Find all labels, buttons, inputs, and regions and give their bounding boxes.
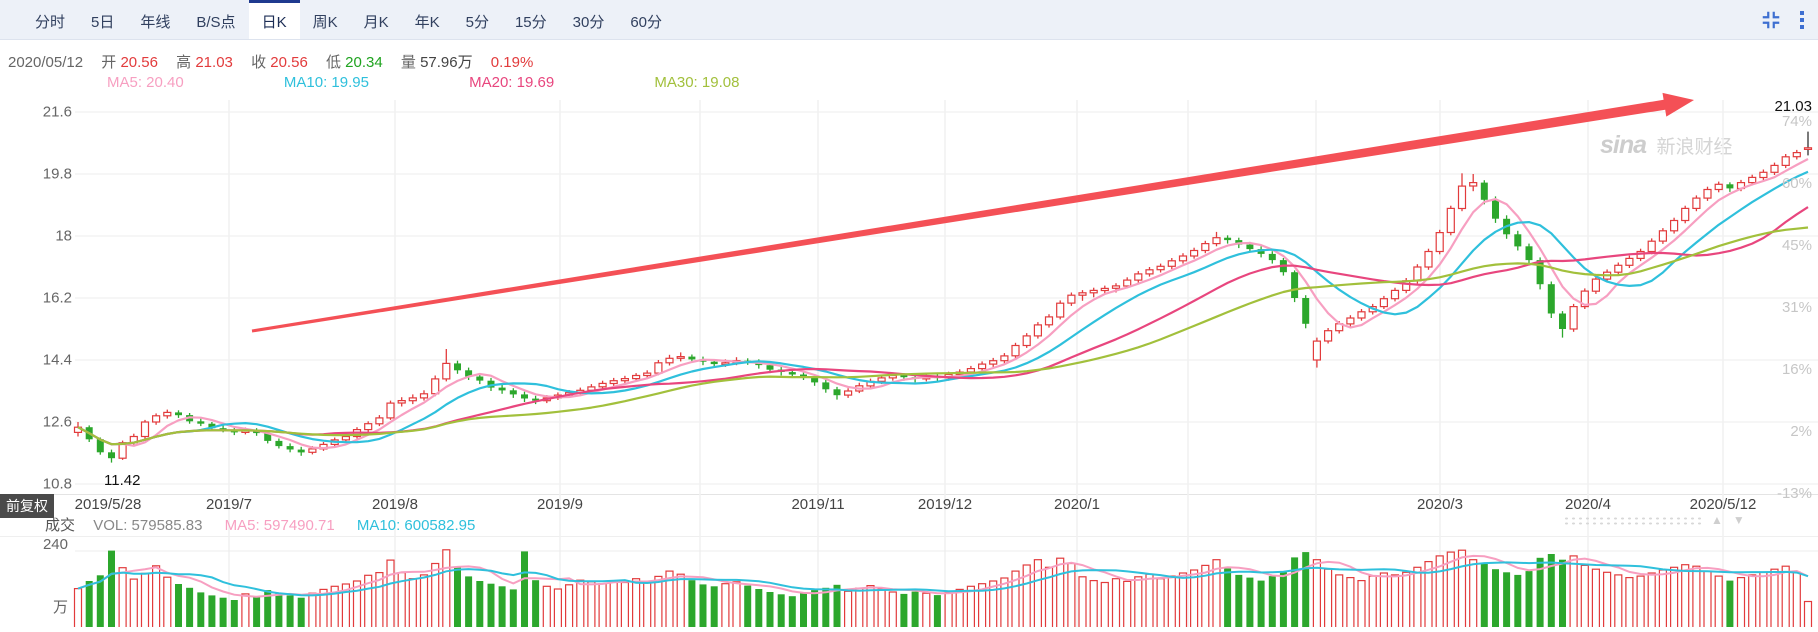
- tab-15分[interactable]: 15分: [514, 13, 547, 31]
- percent-axis-tick: -13%: [1776, 485, 1812, 502]
- drag-dots[interactable]: [1563, 515, 1701, 525]
- low-value: 20.34: [345, 54, 383, 71]
- period-tabs: 分时 5日 年线 B/S点 日K 周K 月K 年K 5分 15分 30分 60分: [22, 0, 675, 39]
- ma10-legend: MA10: 19.95: [283, 74, 369, 91]
- adjust-mode-badge[interactable]: 前复权: [0, 494, 54, 518]
- close-label: 收: [251, 54, 267, 71]
- pane-up-icon[interactable]: ▲: [1711, 513, 1723, 527]
- volume-value: 57.96万: [420, 54, 473, 71]
- price-axis-tick: 19.8: [42, 165, 72, 183]
- price-axis-tick: 16.2: [42, 289, 72, 307]
- price-axis-tick: 18: [55, 227, 72, 245]
- ma30-legend: MA30: 19.08: [654, 74, 740, 91]
- collapse-icon[interactable]: [1760, 9, 1782, 31]
- percent-axis-tick: 31%: [1781, 299, 1812, 316]
- volume-ma10-text: MA10: 600582.95: [356, 517, 476, 534]
- volume-pane-topline: [0, 536, 1818, 537]
- volume-label: 量: [400, 54, 416, 71]
- sina-logo: sina: [1600, 131, 1647, 159]
- date-axis-tick: 2020/5/12: [1689, 496, 1757, 513]
- pane-down-icon[interactable]: ▼: [1732, 513, 1745, 527]
- high-value: 21.03: [195, 54, 233, 71]
- tab-周K[interactable]: 周K: [312, 13, 338, 31]
- ma20-legend: MA20: 19.69: [469, 74, 555, 91]
- pane-resize-handle[interactable]: ▲ ▼: [1563, 513, 1745, 527]
- price-axis-tick: 12.6: [42, 413, 72, 431]
- volume-axis-unit: 万: [52, 599, 68, 616]
- ma5-legend: MA5: 20.40: [107, 74, 184, 91]
- tab-分时[interactable]: 分时: [35, 13, 66, 31]
- quote-info-row: 2020/05/12 开 20.56 高 21.03 收 20.56 低 20.…: [8, 51, 547, 72]
- volume-axis-tick: 240: [42, 536, 68, 553]
- price-axis-tick: 21.6: [42, 103, 72, 121]
- ma-legend-row: MA5: 20.40 MA10: 19.95 MA20: 19.69 MA30:…: [107, 74, 835, 91]
- pane-separator: [0, 494, 1818, 495]
- low-label: 低: [325, 54, 341, 71]
- percent-axis-tick: 16%: [1781, 361, 1812, 378]
- date-axis-tick: 2020/3: [1417, 496, 1463, 513]
- more-options-icon[interactable]: [1800, 11, 1804, 29]
- tab-60分[interactable]: 60分: [630, 13, 663, 31]
- price-axis-tick: 14.4: [42, 351, 72, 369]
- trend-arrow: [251, 92, 1694, 333]
- volume-title: 成交: [45, 517, 76, 534]
- open-label: 开: [101, 54, 117, 71]
- volume-header: 成交 VOL: 579585.83 MA5: 597490.71 MA10: 6…: [45, 514, 475, 535]
- date-axis-tick: 2019/12: [917, 496, 973, 513]
- date-axis-tick: 2019/11: [791, 496, 845, 513]
- percent-axis-tick: 74%: [1781, 113, 1812, 130]
- date-axis-tick: 2019/8: [372, 496, 418, 513]
- percent-axis-tick: 45%: [1781, 237, 1812, 254]
- percent-axis-tick: 2%: [1790, 423, 1812, 440]
- tab-B/S点[interactable]: B/S点: [196, 13, 236, 31]
- date-axis-tick: 2019/5/28: [74, 496, 142, 513]
- tab-30分[interactable]: 30分: [572, 13, 605, 31]
- tab-5日[interactable]: 5日: [91, 13, 115, 31]
- tab-年线[interactable]: 年线: [140, 13, 171, 31]
- volume-ma5-text: MA5: 597490.71: [224, 517, 335, 534]
- price-axis-tick: 10.8: [42, 475, 72, 493]
- date-axis-tick: 2020/1: [1054, 496, 1100, 513]
- tab-月K[interactable]: 月K: [363, 13, 389, 31]
- tab-年K[interactable]: 年K: [414, 13, 440, 31]
- date-axis-tick: 2020/4: [1565, 496, 1611, 513]
- period-tabbar: 分时 5日 年线 B/S点 日K 周K 月K 年K 5分 15分 30分 60分: [0, 0, 1818, 40]
- quote-date: 2020/05/12: [8, 54, 84, 71]
- date-axis-tick: 2019/7: [206, 496, 252, 513]
- open-value: 20.56: [120, 54, 158, 71]
- percent-axis-tick: 60%: [1781, 175, 1812, 192]
- tab-5分[interactable]: 5分: [465, 13, 489, 31]
- period-low-label: 11.42: [104, 472, 141, 489]
- volume-vol-text: VOL: 579585.83: [93, 517, 203, 534]
- date-axis-tick: 2019/9: [537, 496, 583, 513]
- close-value: 20.56: [270, 54, 308, 71]
- sina-watermark: sina 新浪财经: [1600, 131, 1733, 160]
- high-label: 高: [176, 54, 192, 71]
- tab-日K[interactable]: 日K: [248, 0, 300, 39]
- period-high-label: 21.03: [1774, 98, 1812, 115]
- sina-cn-text: 新浪财经: [1656, 137, 1733, 158]
- change-pct: 0.19%: [490, 54, 534, 71]
